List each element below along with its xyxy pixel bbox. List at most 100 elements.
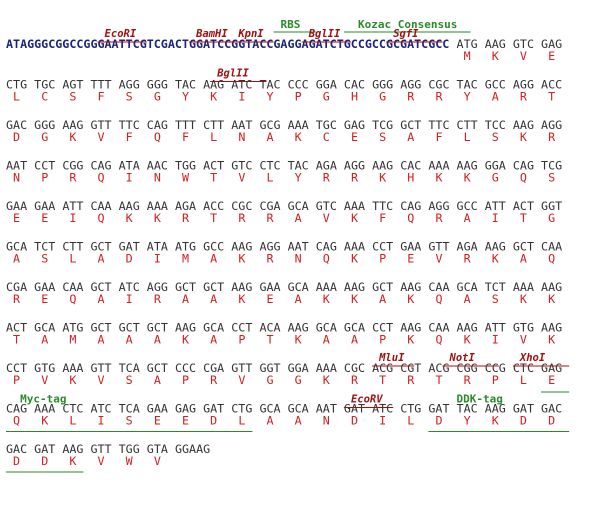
amino-acid: S [126, 414, 133, 428]
amino-acid: R [407, 90, 415, 104]
site-label: EcoRV [351, 394, 383, 406]
amino-acid: L [238, 414, 245, 428]
codon: AAG [457, 321, 478, 335]
amino-acid: I [69, 211, 76, 225]
amino-acid: Q [98, 211, 105, 225]
codon: CTG [231, 402, 252, 416]
amino-acid: P [41, 171, 48, 185]
codon: TAC [288, 159, 309, 173]
amino-acid: A [407, 130, 414, 144]
codon: AAG [513, 118, 534, 132]
amino-acid: R [13, 292, 21, 306]
codon: CTT [203, 118, 224, 132]
amino-acid: G [295, 373, 302, 387]
amino-acid: W [126, 454, 134, 468]
site-label: KpnI [237, 28, 264, 40]
codon: GAT [428, 402, 449, 416]
amino-acid: S [126, 90, 133, 104]
site-label: BglII [308, 28, 341, 40]
amino-acid: K [351, 211, 358, 225]
codon: GTC [231, 159, 252, 173]
amino-acid: K [548, 333, 555, 347]
amino-acid: A [210, 292, 217, 306]
amino-acid: E [154, 414, 161, 428]
codon: CTC [62, 402, 83, 416]
codon: GCG [259, 118, 280, 132]
amino-acid: V [41, 373, 48, 387]
codon: GCT [400, 118, 421, 132]
amino-acid: I [98, 414, 105, 428]
codon: TTC [428, 118, 449, 132]
codon: AAA [344, 240, 365, 254]
amino-acid: E [182, 414, 189, 428]
amino-acid: T [266, 333, 273, 347]
codon: GCT [372, 280, 393, 294]
codon: ATT [485, 321, 506, 335]
codon: GAA [259, 280, 280, 294]
codon: GGAAG [175, 442, 210, 456]
amino-acid: K [379, 171, 386, 185]
amino-acid: E [266, 292, 273, 306]
amino-acid: M [69, 333, 76, 347]
amino-acid: R [210, 373, 218, 387]
amino-acid: A [210, 252, 217, 266]
amino-acid: R [548, 130, 556, 144]
codon: AAG [541, 280, 562, 294]
amino-acid: F [435, 130, 442, 144]
amino-acid: P [379, 252, 386, 266]
codon: TCT [485, 280, 506, 294]
amino-acid: A [182, 292, 189, 306]
codon: AAG [62, 118, 83, 132]
codon: CTG [6, 78, 27, 92]
codon: CTT [62, 240, 83, 254]
codon: GGG [372, 78, 393, 92]
amino-acid: A [464, 211, 471, 225]
amino-acid: D [210, 414, 217, 428]
codon: GTT [428, 240, 449, 254]
amino-acid: G [492, 171, 499, 185]
codon: ATT [485, 199, 506, 213]
codon: GAG [541, 37, 562, 51]
codon: AGG [400, 78, 421, 92]
amino-acid: E [41, 292, 48, 306]
codon: AGG [344, 159, 365, 173]
codon: ACG [372, 361, 393, 375]
codon: ACT [6, 321, 27, 335]
amino-acid: A [323, 333, 330, 347]
tag-label: DDK-tag [457, 393, 503, 406]
codon: ACT [203, 159, 224, 173]
codon: CGC [344, 361, 365, 375]
codon: GCA [457, 280, 478, 294]
codon: AAA [147, 199, 168, 213]
amino-acid: L [210, 130, 217, 144]
codon: CCT [372, 240, 393, 254]
amino-acid: K [69, 130, 76, 144]
amino-acid: S [41, 252, 48, 266]
codon: AGA [316, 159, 337, 173]
codon: CCC [175, 361, 196, 375]
amino-acid: K [182, 333, 189, 347]
amino-acid: T [210, 211, 217, 225]
codon: ACC [541, 78, 562, 92]
amino-acid: F [98, 90, 105, 104]
codon: AAG [485, 402, 506, 416]
codon: ATG [62, 321, 83, 335]
site-label: BamHI [195, 28, 228, 40]
amino-acid: N [238, 130, 245, 144]
amino-acid: N [295, 252, 302, 266]
amino-acid: P [492, 373, 499, 387]
codon: CAA [428, 321, 449, 335]
amino-acid: K [295, 333, 302, 347]
codon: AAA [344, 199, 365, 213]
codon: CAG [6, 402, 27, 416]
amino-acid: K [351, 252, 358, 266]
amino-acid: A [295, 292, 302, 306]
codon: AGT [62, 78, 83, 92]
codon: TGC [34, 78, 55, 92]
amino-acid: L [520, 373, 527, 387]
amino-acid: E [13, 211, 20, 225]
amino-acid: R [69, 171, 77, 185]
amino-acid: K [154, 211, 161, 225]
codon: AAA [428, 159, 449, 173]
codon: GTT [231, 361, 252, 375]
